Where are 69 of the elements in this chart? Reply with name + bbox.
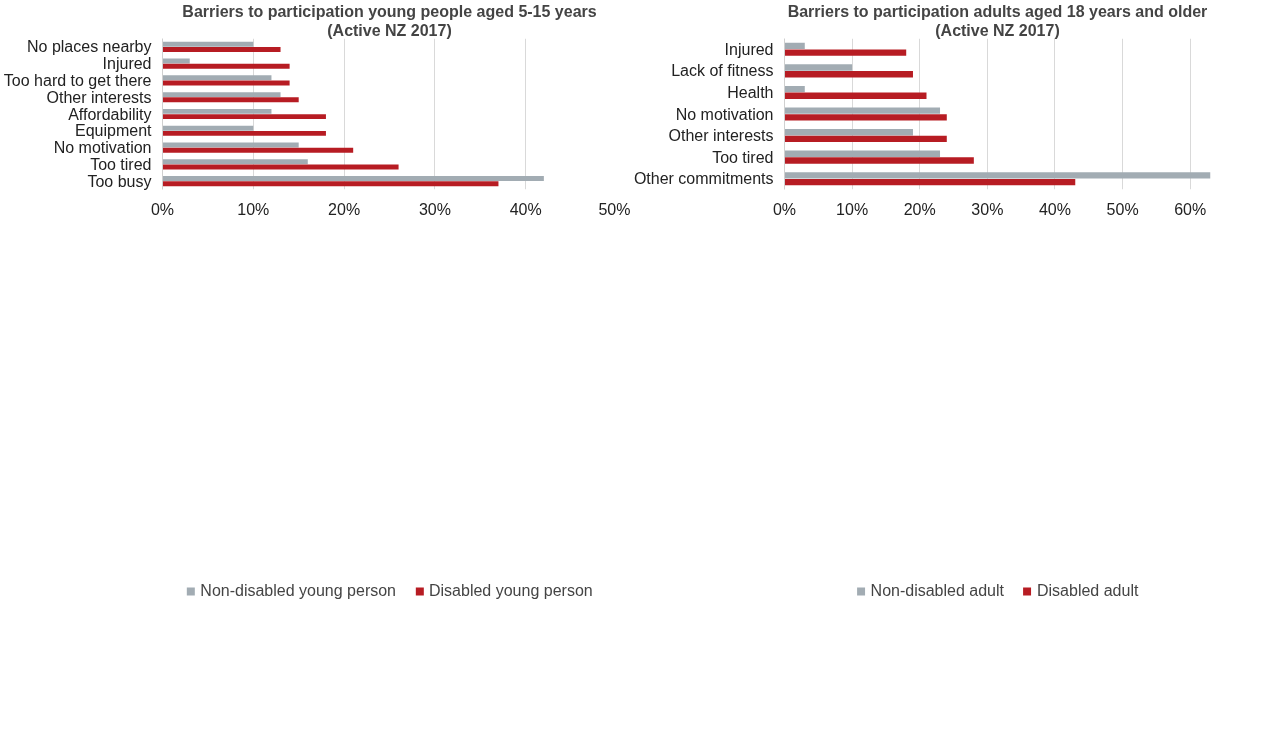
x-tick-label: 0% (150, 200, 175, 218)
y-tick-label: Too busy (87, 172, 152, 190)
legend-label: Non-disabled young person (200, 581, 397, 600)
bar (162, 58, 190, 64)
y-tick-label: Equipment (75, 122, 153, 140)
bar (784, 71, 913, 78)
bar (784, 107, 941, 114)
bar (162, 47, 281, 52)
y-tick-label: Other interests (668, 127, 774, 145)
bar (162, 164, 399, 170)
bar (784, 49, 907, 56)
bar (162, 181, 499, 187)
bar (784, 178, 1076, 186)
bar (162, 75, 272, 81)
x-tick-label: 30% (971, 200, 1004, 218)
bar (162, 114, 326, 120)
bar (162, 159, 308, 165)
y-tick-label: Other interests (46, 88, 152, 106)
y-tick-label: Lack of fitness (671, 62, 774, 80)
bar (162, 92, 281, 98)
legend-label: Non-disabled adult (870, 581, 1005, 600)
bar (162, 63, 290, 69)
x-tick-label: 50% (598, 200, 631, 218)
bar (162, 130, 326, 136)
legend-label: Disabled adult (1037, 581, 1139, 600)
bar (784, 157, 974, 164)
x-tick-label: 50% (1106, 200, 1139, 218)
bar (784, 42, 805, 50)
x-tick-label: 10% (237, 200, 270, 218)
bar (162, 125, 254, 131)
y-tick-label: Other commitments (633, 170, 774, 188)
y-tick-label: No places nearby (26, 38, 152, 56)
bar (784, 129, 913, 136)
y-tick-label: Health (727, 83, 774, 101)
bar (162, 176, 544, 181)
x-tick-label: 40% (509, 200, 542, 218)
y-tick-label: Affordability (68, 105, 152, 123)
y-tick-label: Injured (724, 40, 774, 58)
bar (162, 147, 354, 153)
chart-subtitle: (Active NZ 2017) (327, 21, 452, 39)
y-tick-label: No motivation (53, 139, 152, 157)
bar (784, 92, 927, 99)
x-tick-label: 20% (903, 200, 936, 218)
chart-title: Barriers to participation young people aged 5-15 years (182, 2, 597, 20)
y-tick-label: Injured (102, 55, 152, 73)
chart-title: Barriers to participation adults aged 18 years and older (787, 2, 1208, 20)
bar (162, 80, 290, 86)
bar (784, 150, 941, 157)
x-tick-label: 40% (1038, 200, 1071, 218)
x-tick-label: 20% (328, 200, 361, 218)
y-tick-label: Too tired (712, 148, 774, 166)
y-tick-label: Too hard to get there (3, 71, 152, 89)
bar (162, 142, 299, 148)
x-tick-label: 60% (1174, 200, 1207, 218)
bar (162, 108, 272, 114)
y-tick-label: No motivation (675, 105, 774, 123)
bar (784, 85, 805, 93)
x-tick-label: 0% (772, 200, 797, 218)
bar (162, 97, 299, 103)
y-tick-label: Too tired (90, 155, 152, 173)
bar (162, 41, 254, 47)
legend-label: Disabled young person (429, 581, 593, 600)
bar (784, 114, 947, 121)
x-tick-label: 30% (418, 200, 451, 218)
chart-subtitle: (Active NZ 2017) (935, 21, 1060, 39)
bar (784, 64, 853, 71)
bar (784, 172, 1211, 179)
x-tick-label: 10% (836, 200, 869, 218)
bar (784, 135, 947, 143)
